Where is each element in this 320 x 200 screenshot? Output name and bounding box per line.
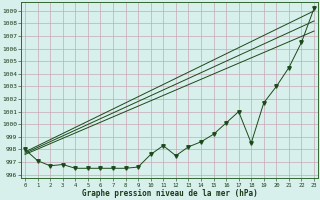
X-axis label: Graphe pression niveau de la mer (hPa): Graphe pression niveau de la mer (hPa) <box>82 189 257 198</box>
